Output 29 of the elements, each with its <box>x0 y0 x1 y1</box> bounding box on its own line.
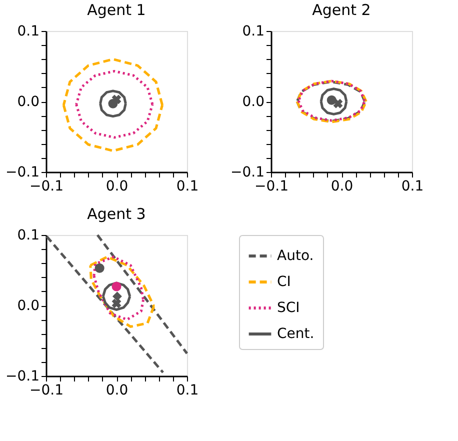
legend-label: CI <box>277 274 291 290</box>
legend-label: Cent. <box>277 326 314 342</box>
x-tick-label: −0.1 <box>30 382 64 398</box>
point <box>112 298 122 308</box>
y-tick-label: 0.1 <box>17 24 40 40</box>
y-tick-label: 0.0 <box>17 298 40 314</box>
y-tick-label: 0.1 <box>17 228 40 244</box>
y-tick-label: 0.0 <box>17 94 40 110</box>
legend-label: SCI <box>277 300 300 316</box>
x-tick-label: 0.0 <box>106 178 128 194</box>
chart-title: Agent 2 <box>312 1 371 19</box>
point <box>112 292 122 302</box>
y-tick-label: 0.1 <box>242 24 264 40</box>
x-tick-label: 0.1 <box>401 178 424 194</box>
x-tick-label: 0.1 <box>176 382 199 398</box>
y-tick-label: −0.1 <box>6 368 40 384</box>
chart-title: Agent 1 <box>87 1 146 19</box>
point <box>112 282 122 292</box>
y-tick-label: 0.0 <box>242 94 264 110</box>
chart-title: Agent 3 <box>87 205 146 223</box>
x-tick-label: 0.1 <box>176 178 199 194</box>
y-tick-label: −0.1 <box>230 164 264 180</box>
x-tick-label: −0.1 <box>254 178 288 194</box>
x-tick-label: −0.1 <box>30 178 64 194</box>
legend-label: Auto. <box>277 248 314 264</box>
y-tick-label: −0.1 <box>6 164 40 180</box>
x-tick-label: 0.0 <box>330 178 354 194</box>
point <box>94 263 104 273</box>
x-tick-label: 0.0 <box>106 382 128 398</box>
